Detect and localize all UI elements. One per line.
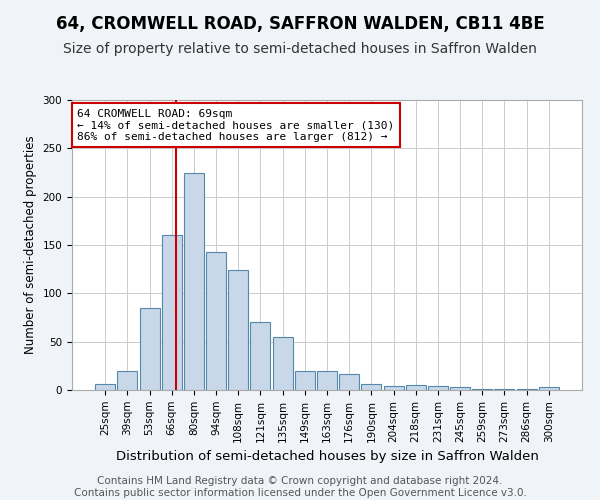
Bar	[472, 389, 492, 390]
Text: 64, CROMWELL ROAD, SAFFRON WALDEN, CB11 4BE: 64, CROMWELL ROAD, SAFFRON WALDEN, CB11 …	[56, 15, 544, 33]
Bar	[184, 172, 204, 390]
Text: Size of property relative to semi-detached houses in Saffron Walden: Size of property relative to semi-detach…	[63, 42, 537, 56]
Bar	[118, 370, 137, 390]
Y-axis label: Number of semi-detached properties: Number of semi-detached properties	[24, 136, 37, 354]
Bar	[250, 322, 271, 390]
Bar	[295, 370, 315, 390]
Bar	[494, 389, 514, 390]
Bar	[228, 270, 248, 390]
Bar	[317, 370, 337, 390]
Bar	[361, 384, 382, 390]
Bar	[339, 374, 359, 390]
Bar	[140, 308, 160, 390]
Bar	[428, 386, 448, 390]
Bar	[517, 389, 536, 390]
X-axis label: Distribution of semi-detached houses by size in Saffron Walden: Distribution of semi-detached houses by …	[116, 450, 538, 463]
Bar	[450, 387, 470, 390]
Bar	[539, 387, 559, 390]
Text: 64 CROMWELL ROAD: 69sqm
← 14% of semi-detached houses are smaller (130)
86% of s: 64 CROMWELL ROAD: 69sqm ← 14% of semi-de…	[77, 108, 394, 142]
Bar	[95, 384, 115, 390]
Bar	[206, 252, 226, 390]
Bar	[383, 386, 404, 390]
Bar	[162, 236, 182, 390]
Bar	[272, 337, 293, 390]
Text: Contains HM Land Registry data © Crown copyright and database right 2024.
Contai: Contains HM Land Registry data © Crown c…	[74, 476, 526, 498]
Bar	[406, 385, 426, 390]
